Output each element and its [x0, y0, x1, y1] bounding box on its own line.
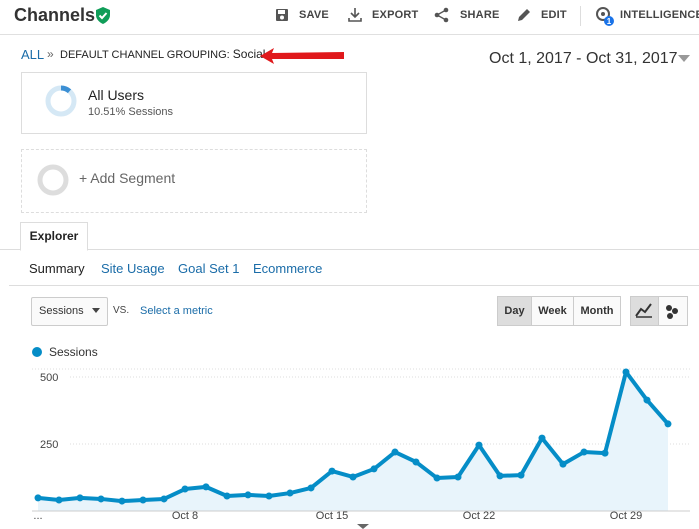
export-button[interactable]: EXPORT [372, 9, 419, 21]
intelligence-button[interactable]: INTELLIGENCE [620, 9, 699, 21]
date-range[interactable]: Oct 1, 2017 - Oct 31, 2017 [489, 50, 678, 67]
intelligence-icon[interactable]: 1 [594, 5, 616, 27]
scroll-indicator [357, 524, 369, 529]
x-tick-label: Oct 22 [463, 510, 495, 522]
legend-label: Sessions [49, 345, 98, 359]
subtab[interactable]: Goal Set 1 [178, 261, 240, 276]
point [664, 420, 672, 428]
subtab[interactable]: Ecommerce [253, 261, 323, 276]
save-button[interactable]: SAVE [299, 9, 329, 21]
point [97, 495, 105, 503]
point [139, 496, 147, 504]
share-button[interactable]: SHARE [460, 9, 500, 21]
section-line [9, 285, 699, 286]
week-button[interactable]: Week [531, 296, 574, 326]
y-tick-label: 500 [40, 372, 58, 384]
point [475, 441, 483, 449]
point [496, 472, 504, 480]
breadcrumb-current: DEFAULT CHANNEL GROUPING: Social [60, 47, 265, 61]
annotation-arrow [260, 48, 344, 64]
edit-button[interactable]: EDIT [541, 9, 567, 21]
area [38, 371, 668, 511]
tab-line [0, 249, 699, 250]
legend-marker [32, 347, 42, 357]
point [223, 492, 231, 500]
breadcrumb-link[interactable]: ALL [21, 47, 45, 62]
point [55, 496, 63, 504]
select-metric[interactable]: Select a metric [140, 305, 213, 317]
segment-share: 10.51% Sessions [88, 106, 173, 118]
point [580, 448, 588, 456]
segment-card[interactable] [21, 72, 367, 134]
subtab-active[interactable]: Summary [29, 261, 85, 276]
svg-text:1: 1 [607, 17, 612, 26]
scatter-icon [666, 305, 678, 319]
chart: 250 500... Oct 8 Oct 15 Oct 22 Oct 29 Sessions [32, 345, 690, 529]
breadcrumb-label: DEFAULT CHANNEL GROUPING: [60, 49, 230, 61]
month-button[interactable]: Month [573, 296, 621, 326]
report-title: Channels [14, 5, 96, 25]
y-tick-label: 250 [40, 439, 58, 451]
point [202, 483, 210, 491]
edit-icon[interactable] [516, 7, 532, 23]
point [601, 449, 609, 457]
point [265, 492, 273, 500]
vs-label: VS. [113, 305, 130, 316]
point [370, 465, 378, 473]
point [391, 448, 399, 456]
segment-donut [45, 85, 77, 117]
toolbar [0, 0, 699, 35]
point [244, 491, 252, 499]
dropdown-arrow [92, 308, 100, 313]
verified-icon [96, 7, 110, 24]
add-segment[interactable]: + Add Segment [79, 170, 176, 186]
subtab[interactable]: Site Usage [101, 261, 165, 276]
x-tick-label: Oct 29 [610, 510, 642, 522]
point [622, 368, 630, 376]
point [34, 494, 42, 502]
share-icon[interactable] [434, 7, 450, 23]
metric-label: Sessions [39, 305, 84, 317]
x-tick-label: Oct 15 [316, 510, 348, 522]
x-tick-label: ... [33, 510, 42, 522]
point [307, 484, 315, 492]
point [643, 396, 651, 404]
divider [580, 6, 581, 26]
add-segment-circle [37, 164, 69, 196]
save-icon[interactable] [275, 8, 289, 22]
explorer-tab[interactable]: Explorer [20, 222, 88, 251]
point [76, 494, 84, 502]
segment-name: All Users [88, 87, 145, 103]
day-button[interactable]: Day [497, 296, 532, 326]
point [286, 489, 294, 497]
add-segment-card[interactable] [21, 149, 367, 213]
point [118, 497, 126, 505]
point [433, 474, 441, 482]
point [181, 485, 189, 493]
export-icon[interactable] [347, 7, 363, 23]
point [454, 473, 462, 481]
date-dropdown[interactable] [678, 55, 690, 63]
point [517, 471, 525, 479]
point [412, 458, 420, 466]
point [160, 495, 168, 503]
point [538, 434, 546, 442]
x-tick-label: Oct 8 [172, 510, 198, 522]
breadcrumb-separator: » [47, 47, 54, 61]
breadcrumb-value: Social [232, 47, 266, 61]
line-chart-icon [635, 303, 652, 318]
point [559, 460, 567, 468]
point [328, 467, 336, 475]
point [349, 473, 357, 481]
